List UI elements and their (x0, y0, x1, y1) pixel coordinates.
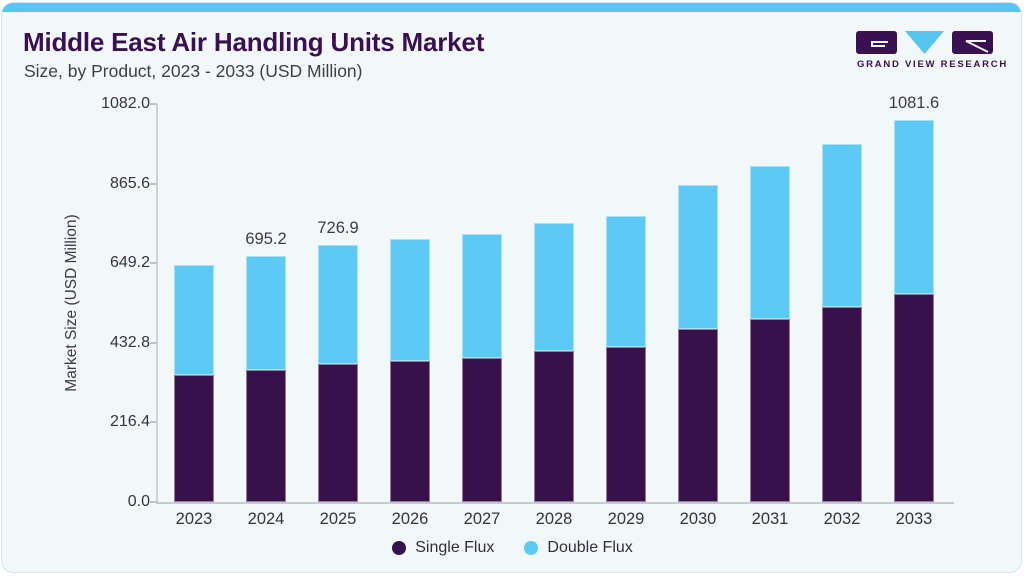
bar-2032-double-flux-segment (822, 144, 862, 308)
y-tick-mark (150, 341, 157, 344)
x-tick-label-2027: 2027 (463, 510, 501, 528)
y-tick-label: 1082.0 (101, 95, 150, 112)
bar-2025-single-flux-segment (318, 364, 358, 502)
x-tick-label-2033: 2033 (895, 510, 933, 528)
chart-subtitle: Size, by Product, 2023 - 2033 (USD Milli… (24, 61, 363, 81)
logo-v-triangle-icon (905, 31, 944, 54)
bar-2026-double-flux-segment (390, 239, 430, 362)
y-tick-label: 216.4 (109, 413, 150, 431)
bar-2031-single-flux-segment (750, 319, 790, 502)
chart-title: Middle East Air Handling Units Market (23, 27, 485, 57)
bar-2028-double-flux-segment (534, 222, 574, 351)
bar-2028-single-flux-segment (534, 350, 574, 502)
bar-2027-single-flux-segment (462, 357, 502, 502)
y-tick-mark (150, 103, 157, 105)
bar-2033-total-label: 1081.6 (888, 93, 940, 112)
x-tick-label-2024: 2024 (247, 510, 285, 528)
bar-2032-single-flux-segment (822, 307, 862, 502)
double-flux-swatch-icon (524, 541, 539, 555)
bar-2030-single-flux-segment (678, 329, 718, 502)
y-tick-mark (150, 421, 157, 424)
x-tick-label-2028: 2028 (535, 510, 573, 528)
logo-r-leg (965, 40, 989, 53)
bar-2026-single-flux-segment (390, 361, 430, 502)
bar-2027-double-flux-segment (462, 234, 502, 358)
gvr-logo-icon (856, 31, 993, 54)
y-axis-title: Market Size (USD Million) (63, 214, 80, 392)
legend: Single Flux Double Flux (2, 539, 1021, 557)
logo-wordmark: GRAND VIEW RESEARCH (857, 59, 1008, 70)
bar-2025-total-label: 726.9 (317, 219, 359, 238)
x-tick-label-2023: 2023 (175, 510, 213, 528)
x-tick-label-2031: 2031 (751, 510, 789, 528)
legend-label-double-flux: Double Flux (547, 539, 633, 556)
y-tick-label: 0.0 (127, 493, 150, 510)
bar-2024-single-flux-segment (246, 370, 286, 502)
y-tick-mark (150, 262, 157, 265)
x-tick-label-2032: 2032 (823, 510, 861, 528)
bar-2031-double-flux-segment (750, 165, 790, 320)
y-tick-mark (150, 501, 157, 503)
bar-2023-double-flux-segment (174, 265, 214, 376)
y-tick-label: 649.2 (109, 254, 150, 272)
bar-2023-single-flux-segment (174, 375, 214, 502)
bar-2024-double-flux-segment (246, 256, 286, 371)
bar-2024-total-label: 695.2 (245, 230, 287, 249)
x-tick-label-2026: 2026 (391, 510, 429, 528)
x-tick-label-2029: 2029 (607, 510, 645, 528)
legend-item-double-flux: Double Flux (524, 539, 633, 557)
bar-2025-double-flux-segment (318, 245, 358, 365)
y-tick-label: 432.8 (109, 333, 150, 351)
y-axis-line (156, 104, 158, 504)
x-axis-line (156, 502, 954, 504)
logo-r-block-icon (952, 31, 993, 54)
top-accent-strip (2, 3, 1021, 12)
logo-g-notch (871, 41, 888, 47)
x-tick-label-2030: 2030 (679, 510, 717, 528)
legend-label-single-flux: Single Flux (415, 539, 495, 556)
legend-item-single-flux: Single Flux (392, 539, 494, 557)
bar-2029-double-flux-segment (606, 215, 646, 347)
y-tick-label: 865.6 (109, 174, 150, 192)
grand-view-research-logo: GRAND VIEW RESEARCH (855, 29, 1008, 73)
bar-2033-single-flux-segment (894, 294, 934, 502)
bar-2030-double-flux-segment (678, 184, 718, 330)
bar-2033-double-flux-segment (894, 119, 934, 295)
single-flux-swatch-icon (392, 541, 407, 555)
x-tick-label-2025: 2025 (319, 510, 357, 528)
y-tick-mark (150, 182, 157, 185)
bar-2029-single-flux-segment (606, 346, 646, 502)
